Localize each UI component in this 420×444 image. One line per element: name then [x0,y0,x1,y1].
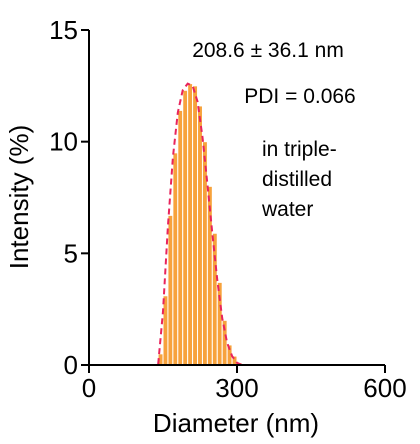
y-tick-label: 5 [64,238,78,268]
bar-8 [197,105,203,366]
medium-annotation-line1: in triple- [262,138,337,161]
pdi-annotation: PDI = 0.066 [244,85,356,108]
bar-12 [216,281,223,366]
bar-4 [177,109,184,366]
y-tick-label: 10 [49,127,78,157]
bar-3 [172,152,179,366]
fit-curve [89,82,336,366]
bar-7 [192,85,199,366]
size-annotation: 208.6 ± 36.1 nm [192,39,344,62]
bar-6 [187,83,194,366]
bar-11 [211,232,218,366]
medium-annotation-line3: water [261,198,313,221]
bar-2 [167,214,174,366]
bar-9 [201,141,208,366]
medium-annotation-line2: distilled [262,168,332,191]
x-tick-label: 600 [363,373,406,403]
y-axis-label: Intensity (%) [4,125,34,270]
bar-1 [162,295,169,366]
x-tick-label: 0 [82,373,96,403]
bar-5 [182,89,189,366]
x-tick-label: 300 [215,373,258,403]
axes [81,29,386,373]
tick-labels: 0 5 10 15 0 300 600 [49,15,407,403]
x-axis-label: Diameter (nm) [153,408,319,438]
y-tick-label: 0 [64,350,78,380]
y-tick-label: 15 [49,15,78,45]
bar-10 [206,185,213,366]
histogram-bars [157,83,243,366]
